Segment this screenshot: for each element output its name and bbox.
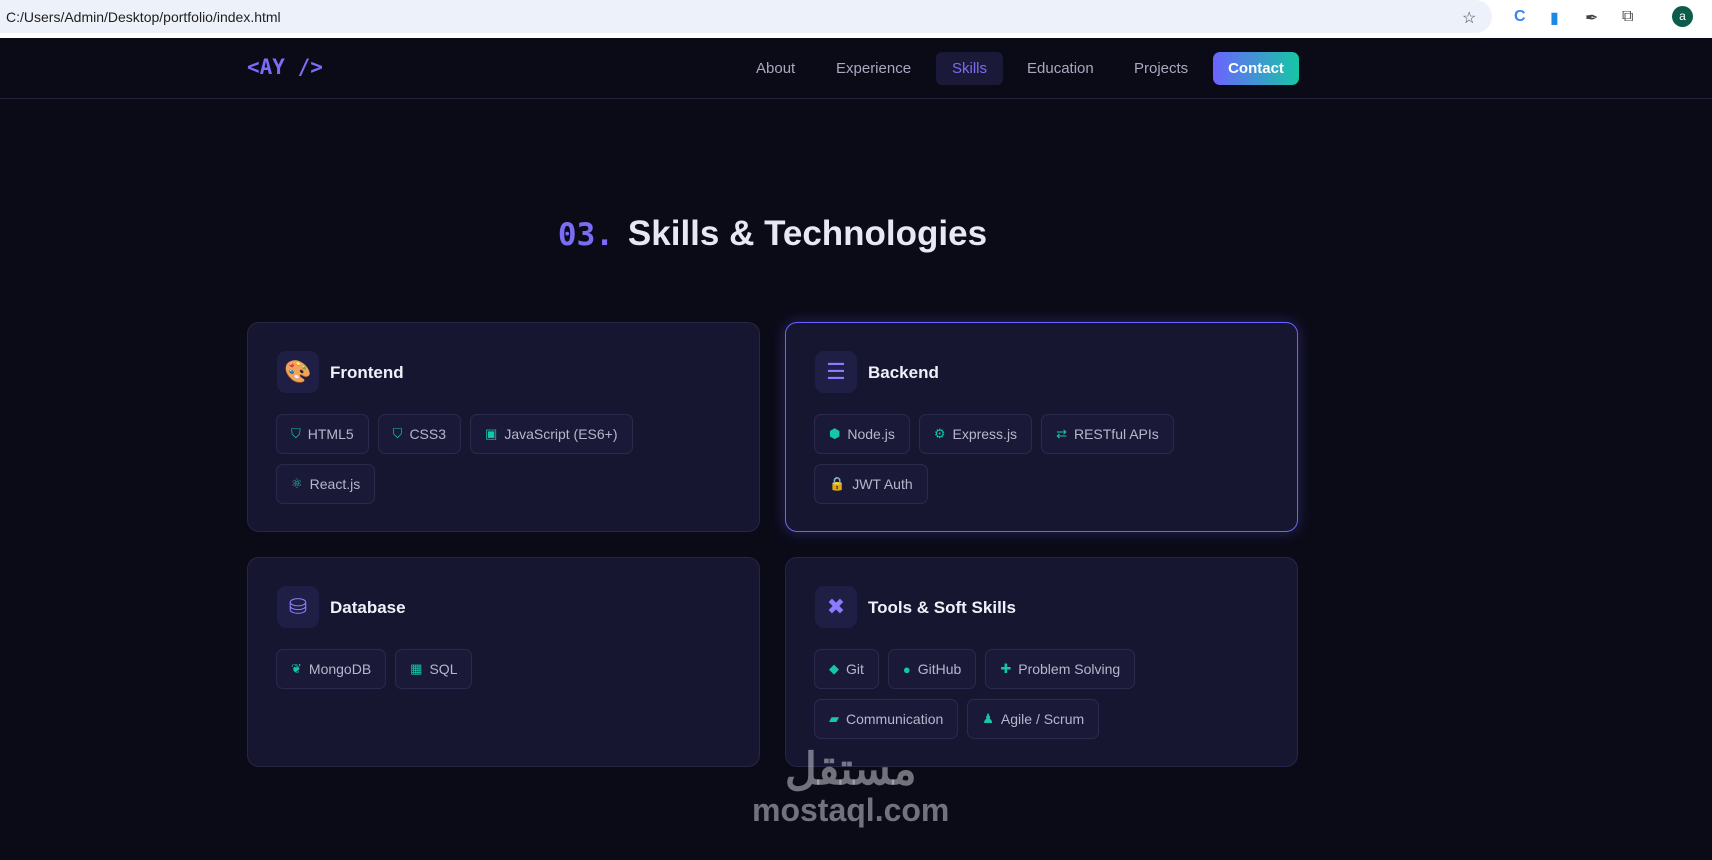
skill-chip: ✚ Problem Solving <box>985 649 1136 689</box>
watermark: مستقل mostaql.com <box>752 748 949 829</box>
nav-projects[interactable]: Projects <box>1134 60 1189 77</box>
skill-card: ⛁ Database ❦ MongoDB ▦ SQL <box>247 557 760 767</box>
skill-label: GitHub <box>917 661 962 677</box>
skill-chip: 🔒 JWT Auth <box>814 464 928 504</box>
nav-education[interactable]: Education <box>1027 60 1094 77</box>
react-icon: ⚛ <box>291 476 303 491</box>
logo[interactable]: <AY /> <box>247 55 323 79</box>
github-icon: ● <box>902 661 911 677</box>
watermark-arabic: مستقل <box>784 745 917 794</box>
skill-label: Problem Solving <box>1018 661 1121 677</box>
table-icon: ▦ <box>410 661 423 676</box>
leaf-icon: ❦ <box>291 661 302 676</box>
section-number: 03. <box>557 217 614 253</box>
browser-toolbar: C:/Users/Admin/Desktop/portfolio/index.h… <box>0 0 1712 38</box>
puzzle-icon: ✚ <box>1000 661 1012 676</box>
skill-label: MongoDB <box>308 661 372 677</box>
skill-chip: ⚙ Express.js <box>918 414 1033 454</box>
contact-button[interactable]: Contact <box>1213 52 1299 85</box>
navbar: <AY /> About Experience Skills Education… <box>0 38 1712 99</box>
skill-label: HTML5 <box>307 426 354 442</box>
skill-card: 🎨 Frontend ⛉ HTML5 ⛉ CSS3 ▣ JavaScript (ES6+) ⚛ R… <box>247 322 760 532</box>
skill-label: Agile / Scrum <box>1000 711 1085 727</box>
card-title: Tools & Soft Skills <box>868 598 1016 617</box>
server-icon: ☰ <box>815 351 857 393</box>
watermark-latin: mostaql.com <box>752 792 950 828</box>
card-title: Frontend <box>330 363 404 382</box>
card-title: Backend <box>868 363 939 382</box>
card-title: Database <box>330 598 406 617</box>
skill-chip: ⇄ RESTful APIs <box>1041 414 1174 454</box>
extensions-puzzle-icon[interactable]: ⧉ <box>1622 8 1634 25</box>
skill-label: Express.js <box>952 426 1018 442</box>
skill-label: Communication <box>846 711 944 727</box>
skill-list: ⬢ Node.js ⚙ Express.js ⇄ RESTful APIs 🔒 JWT Aut… <box>814 414 1274 504</box>
skill-card: ✖ Tools & Soft Skills ◆ Git ● GitHub ✚ Problem … <box>785 557 1298 767</box>
skill-chip: ⚛ React.js <box>276 464 376 504</box>
skill-card: ☰ Backend ⬢ Node.js ⚙ Express.js ⇄ RESTful APIs… <box>785 322 1298 532</box>
database-icon: ⛁ <box>277 586 319 628</box>
skill-label: React.js <box>309 476 361 492</box>
skill-chip: ♟ Agile / Scrum <box>967 699 1100 739</box>
extension-c-icon[interactable]: C <box>1514 8 1526 25</box>
section-heading: 03. Skills & Technologies <box>0 214 1545 254</box>
skill-label: JavaScript (ES6+) <box>504 426 618 442</box>
lock-icon: 🔒 <box>829 476 846 491</box>
js-icon: ▣ <box>485 426 498 441</box>
skill-chip: ▰ Communication <box>814 699 959 739</box>
extension-icon[interactable]: ▮ <box>1550 10 1559 27</box>
skill-list: ⛉ HTML5 ⛉ CSS3 ▣ JavaScript (ES6+) ⚛ React.js <box>276 414 736 504</box>
skill-label: JWT Auth <box>852 476 913 492</box>
tools-icon: ✖ <box>815 586 857 628</box>
skill-chip: ▦ SQL <box>395 649 473 689</box>
skill-label: Git <box>846 661 864 677</box>
skill-chip: ⛉ CSS3 <box>377 414 462 454</box>
git-icon: ◆ <box>829 661 839 676</box>
nav-experience[interactable]: Experience <box>836 60 912 77</box>
skill-chip: ● GitHub <box>887 649 977 689</box>
skill-chip: ▣ JavaScript (ES6+) <box>470 414 633 454</box>
skill-chip: ⛉ HTML5 <box>276 414 369 454</box>
skill-chip: ⬢ Node.js <box>814 414 910 454</box>
star-icon[interactable]: ☆ <box>1462 10 1477 27</box>
html5-icon: ⛉ <box>291 426 301 441</box>
eyedropper-icon[interactable]: ✒ <box>1585 10 1599 27</box>
address-bar[interactable]: C:/Users/Admin/Desktop/portfolio/index.h… <box>0 0 1492 33</box>
skill-chip: ❦ MongoDB <box>276 649 387 689</box>
skill-chip: ◆ Git <box>814 649 879 689</box>
section-title: Skills & Technologies <box>627 214 988 253</box>
nav-skills[interactable]: Skills <box>936 52 1003 85</box>
css3-icon: ⛉ <box>392 426 403 441</box>
gears-icon: ⚙ <box>933 426 946 441</box>
skill-label: Node.js <box>847 426 895 442</box>
exchange-icon: ⇄ <box>1056 426 1067 441</box>
node-icon: ⬢ <box>829 426 841 441</box>
skill-label: SQL <box>429 661 458 677</box>
skill-list: ❦ MongoDB ▦ SQL <box>276 649 736 689</box>
skill-label: CSS3 <box>409 426 447 442</box>
skill-label: RESTful APIs <box>1073 426 1159 442</box>
nav-about[interactable]: About <box>756 60 796 77</box>
palette-icon: 🎨 <box>277 351 319 393</box>
profile-avatar[interactable]: a <box>1672 6 1693 27</box>
skill-list: ◆ Git ● GitHub ✚ Problem Solving ▰ Communicatio… <box>814 649 1274 739</box>
users-icon: ♟ <box>982 711 994 726</box>
comments-icon: ▰ <box>829 711 839 726</box>
